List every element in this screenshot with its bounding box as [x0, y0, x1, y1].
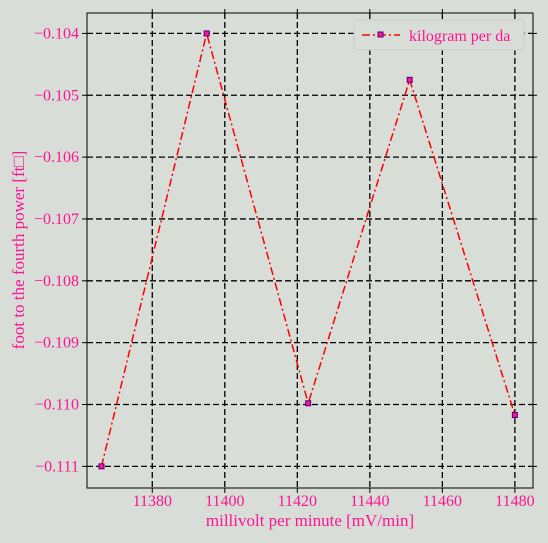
grid-lines: [87, 13, 533, 488]
legend-box: [353, 19, 525, 51]
x-tick-label: 11480: [495, 493, 534, 510]
series-layer: [98, 30, 518, 470]
data-point: [406, 76, 413, 83]
y-tick-label: −0.111: [35, 458, 79, 475]
legend-marker: [377, 31, 384, 38]
data-point: [305, 400, 312, 407]
y-tick-label: −0.107: [34, 211, 79, 228]
x-axis: 11380 11400 11420 11440 11460 11480: [133, 9, 535, 510]
legend: kilogram per da: [353, 19, 525, 51]
x-tick-label: 11380: [133, 493, 172, 510]
data-point: [98, 463, 105, 470]
data-point: [511, 412, 518, 419]
y-tick-label: −0.104: [34, 25, 79, 42]
legend-label: kilogram per da: [409, 28, 510, 45]
y-tick-label: −0.105: [34, 87, 79, 104]
x-tick-label: 11400: [205, 493, 244, 510]
x-tick-label: 11440: [350, 493, 389, 510]
y-axis-label: foot to the fourth power [ft□]: [9, 151, 28, 350]
data-point: [203, 30, 210, 37]
y-tick-label: −0.110: [35, 397, 79, 414]
x-tick-label: 11460: [423, 493, 462, 510]
series-line: [100, 30, 516, 467]
x-tick-label: 11420: [278, 493, 317, 510]
y-tick-label: −0.108: [34, 273, 79, 290]
y-axis: −0.104 −0.105 −0.106 −0.107 −0.108 −0.109 −0.1…: [34, 25, 537, 475]
y-tick-label: −0.106: [34, 149, 79, 166]
y-tick-label: −0.109: [34, 335, 79, 352]
plot-area: [86, 12, 534, 489]
x-axis-label: millivolt per minute [mV/min]: [206, 511, 414, 530]
